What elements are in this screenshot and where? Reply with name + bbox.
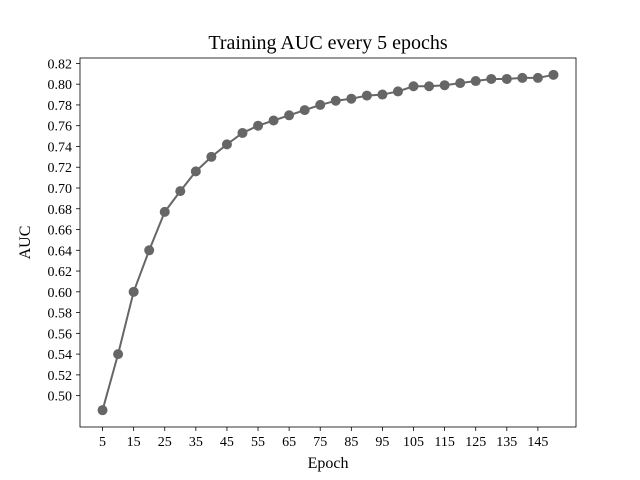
- y-tick-label: 0.76: [48, 120, 73, 135]
- data-point: [97, 405, 108, 416]
- y-tick-label: 0.50: [48, 390, 73, 405]
- data-point: [486, 73, 497, 84]
- x-tick-label: 135: [496, 435, 517, 450]
- x-tick-label: 75: [313, 435, 327, 450]
- data-point: [548, 69, 559, 80]
- data-point: [237, 127, 248, 138]
- y-tick-label: 0.58: [48, 307, 73, 322]
- x-tick-label: 95: [375, 435, 389, 450]
- x-tick-label: 145: [527, 435, 548, 450]
- y-tick-label: 0.70: [48, 182, 73, 197]
- data-point: [361, 90, 372, 101]
- data-point: [159, 206, 170, 217]
- data-point: [299, 105, 310, 116]
- series-layer: [97, 69, 559, 416]
- data-point: [315, 99, 326, 110]
- axes-frame: [79, 57, 577, 428]
- y-tick-label: 0.68: [48, 203, 73, 218]
- data-point: [470, 76, 481, 87]
- y-tick-label: 0.82: [48, 57, 73, 72]
- x-tick-label: 65: [282, 435, 296, 450]
- data-point: [144, 245, 155, 256]
- data-point: [532, 72, 543, 83]
- y-tick-label: 0.56: [48, 327, 73, 342]
- x-tick-label: 115: [434, 435, 454, 450]
- data-point: [439, 80, 450, 91]
- x-tick-label: 35: [189, 435, 203, 450]
- data-point: [377, 89, 388, 100]
- data-point: [408, 81, 419, 92]
- data-point: [253, 120, 264, 131]
- y-tick-label: 0.60: [48, 286, 73, 301]
- x-tick-label: 45: [220, 435, 234, 450]
- x-tick-label: 55: [251, 435, 265, 450]
- y-tick-label: 0.80: [48, 78, 73, 93]
- y-tick-label: 0.62: [48, 265, 73, 280]
- x-tick-label: 105: [403, 435, 424, 450]
- data-point: [330, 95, 341, 106]
- x-tick-label: 15: [127, 435, 141, 450]
- y-tick-label: 0.74: [48, 140, 73, 155]
- x-axis: 5 15 25 35 45 55 65 75 85 95 105 115 125 135 145: [99, 427, 548, 450]
- data-point: [424, 81, 435, 92]
- data-point: [113, 349, 124, 360]
- y-tick-label: 0.52: [48, 369, 73, 384]
- plot-area: [79, 57, 577, 428]
- data-point: [128, 286, 139, 297]
- data-point: [268, 115, 279, 126]
- x-tick-label: 85: [344, 435, 358, 450]
- data-point: [455, 78, 466, 89]
- data-point: [501, 73, 512, 84]
- y-tick-label: 0.78: [48, 99, 73, 114]
- y-tick-label: 0.54: [48, 348, 73, 363]
- data-point: [206, 151, 217, 162]
- data-point: [392, 86, 403, 97]
- data-point: [346, 93, 357, 104]
- data-point: [221, 139, 232, 150]
- y-tick-label: 0.72: [48, 161, 73, 176]
- data-point: [190, 166, 201, 177]
- data-point: [175, 186, 186, 197]
- y-axis: 0.50 0.52 0.54 0.56 0.58 0.60 0.62 0.64 0.66 0.68…: [48, 57, 80, 405]
- y-axis-label: AUC: [17, 226, 34, 260]
- data-point: [284, 110, 295, 121]
- y-tick-label: 0.64: [48, 244, 73, 259]
- x-tick-label: 125: [465, 435, 486, 450]
- chart-title: Training AUC every 5 epochs: [208, 32, 447, 54]
- y-tick-label: 0.66: [48, 224, 73, 239]
- x-axis-label: Epoch: [308, 455, 349, 472]
- x-tick-label: 25: [158, 435, 172, 450]
- data-point: [517, 72, 528, 83]
- x-tick-label: 5: [99, 435, 106, 450]
